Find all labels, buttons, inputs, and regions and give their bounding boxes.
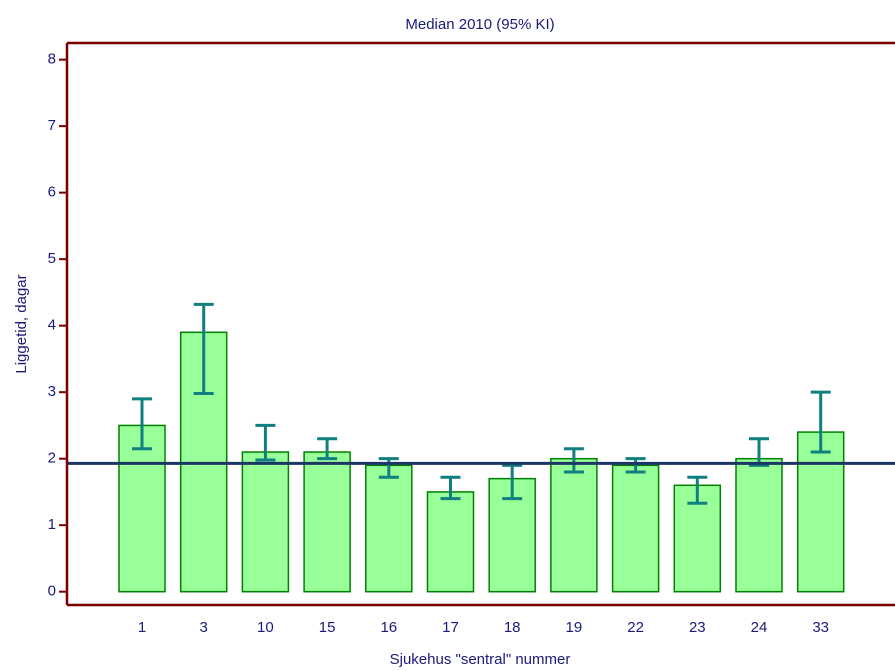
error-bar (749, 437, 769, 467)
error-bar (563, 447, 584, 474)
y-tick-label: 6 (48, 184, 56, 201)
bar (550, 457, 598, 593)
x-tick-label: 23 (689, 619, 706, 636)
y-tick-label: 1 (48, 516, 56, 533)
y-tick-label: 7 (48, 117, 56, 134)
y-tick-label: 8 (48, 51, 56, 68)
bar (735, 457, 783, 593)
y-tick-label: 0 (48, 583, 56, 600)
y-axis-label: Liggetid, dagar (13, 274, 30, 373)
error-bar (440, 475, 461, 501)
bar (796, 431, 845, 593)
error-bar (687, 475, 708, 505)
x-tick-label: 1 (138, 619, 146, 636)
error-bar (317, 437, 338, 461)
x-tick-label: 24 (751, 619, 768, 636)
error-bar (378, 457, 399, 479)
bar (241, 451, 290, 593)
x-tick-label: 3 (200, 619, 208, 636)
x-tick-label: 17 (442, 619, 459, 636)
bar (365, 464, 413, 593)
bar (118, 424, 166, 593)
bar (303, 451, 351, 593)
bar (611, 464, 660, 593)
error-bar (625, 457, 646, 474)
error-bar (502, 463, 523, 501)
error-bar (810, 390, 831, 454)
error-bar (193, 302, 214, 396)
x-tick-label: 16 (380, 619, 397, 636)
x-tick-label: 18 (504, 619, 521, 636)
x-tick-label: 15 (319, 619, 336, 636)
y-tick-label: 2 (48, 450, 56, 467)
error-bar (132, 397, 152, 451)
chart-title: Median 2010 (95% KI) (405, 16, 554, 33)
x-tick-label: 19 (566, 619, 583, 636)
y-tick-label: 4 (48, 317, 56, 334)
error-bar (255, 423, 276, 462)
x-tick-label: 10 (257, 619, 274, 636)
y-tick-label: 3 (48, 383, 56, 400)
y-tick-label: 5 (48, 250, 56, 267)
x-tick-label: 33 (812, 619, 829, 636)
bar (426, 491, 475, 593)
x-axis-label: Sjukehus "sentral" nummer (390, 651, 571, 668)
x-tick-label: 22 (627, 619, 644, 636)
